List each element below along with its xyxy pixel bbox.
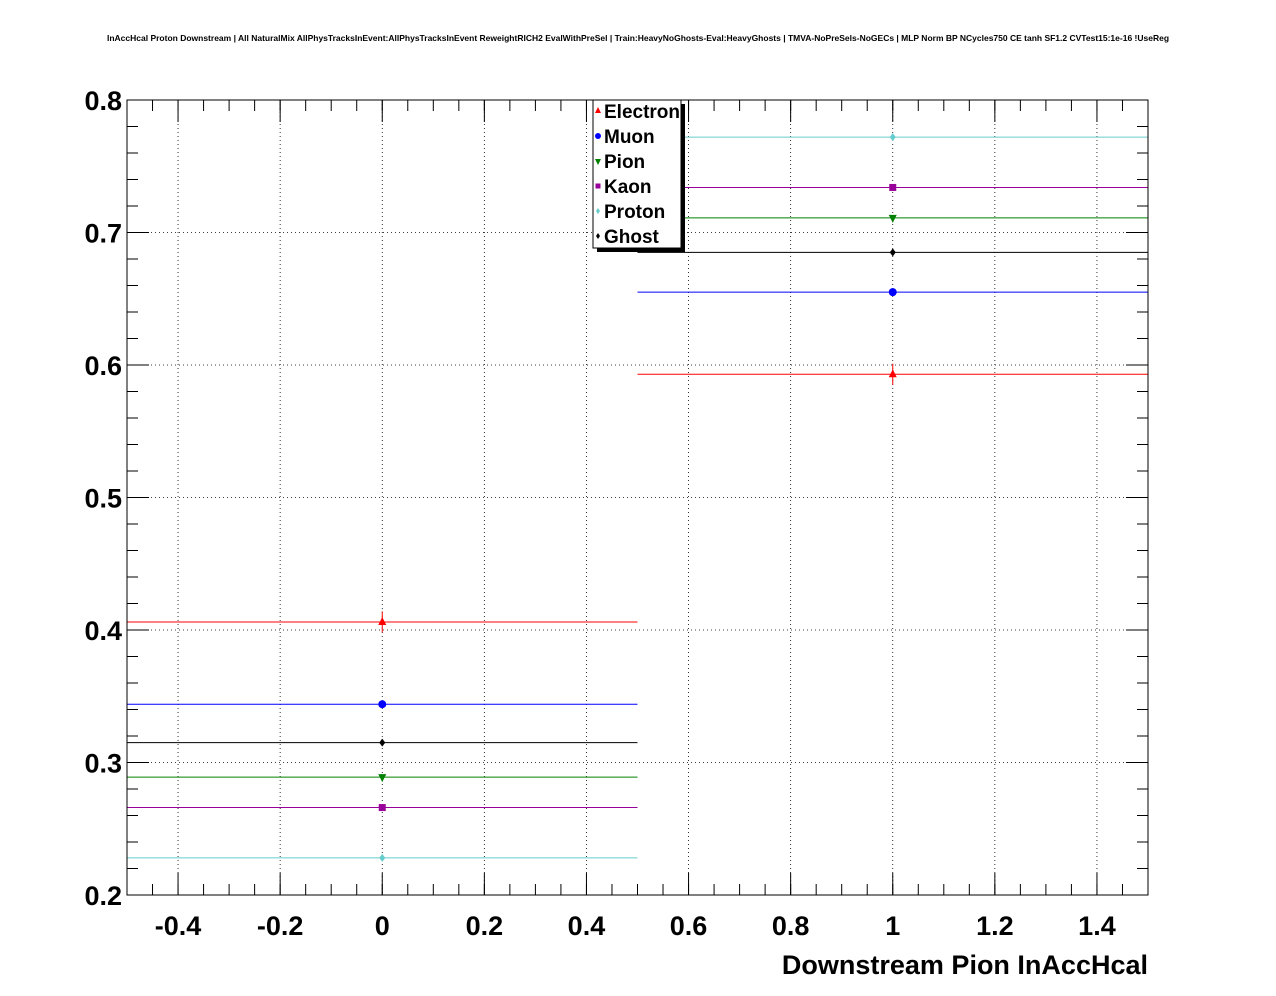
y-tick-label: 0.3 [84, 749, 122, 779]
legend-label: Kaon [604, 177, 652, 198]
data-point [889, 133, 896, 142]
data-point [889, 183, 897, 191]
series-pion [127, 214, 1148, 783]
x-tick-label: -0.2 [257, 911, 304, 941]
legend-marker [596, 233, 600, 239]
data-point [888, 288, 897, 297]
data-point [888, 369, 897, 378]
legend: Electron Muon Pion Kaon Proton Ghost [592, 99, 685, 252]
legend-label: Ghost [604, 227, 660, 248]
y-tick-label: 0.6 [84, 351, 122, 381]
data-point [378, 774, 387, 783]
grid [127, 99, 1148, 896]
series-electron [127, 363, 1148, 633]
series-ghost [127, 248, 1148, 747]
x-tick-label: 0.4 [568, 911, 606, 941]
data-point [379, 738, 386, 747]
x-tick-label: 0.2 [466, 911, 504, 941]
x-axis-title: Downstream Pion InAccHcal [782, 950, 1148, 980]
x-tick-label: 1.4 [1078, 911, 1116, 941]
x-tick-label: 0 [375, 911, 390, 941]
data-point [379, 853, 386, 862]
series-proton [127, 133, 1148, 862]
series-layer [127, 133, 1148, 862]
legend-marker [595, 159, 601, 165]
data-point [888, 214, 897, 223]
legend-label: Pion [604, 152, 645, 173]
chart-title: InAccHcal Proton Downstream | All Natura… [106, 33, 1170, 43]
legend-label: Proton [604, 202, 665, 223]
x-tick-label: 0.8 [772, 911, 810, 941]
x-tick-label: -0.4 [155, 911, 202, 941]
data-point [378, 617, 387, 626]
data-point [889, 248, 896, 257]
legend-marker [595, 107, 601, 113]
series-kaon [127, 183, 1148, 812]
y-tick-label: 0.5 [84, 484, 122, 514]
series-muon [127, 288, 1148, 709]
tick-labels: -0.4 -0.2 0 0.2 0.4 0.6 0.8 1 1.2 1.4 0.2 0.3 0.4 0.5… [84, 86, 1115, 941]
legend-marker [595, 133, 601, 139]
data-point [378, 804, 386, 812]
x-tick-label: 1 [885, 911, 900, 941]
legend-label: Muon [604, 127, 655, 148]
data-point [378, 700, 387, 709]
legend-marker [596, 208, 600, 214]
legend-label: Electron [604, 102, 680, 123]
legend-box [592, 99, 682, 249]
y-tick-label: 0.7 [84, 219, 122, 249]
y-tick-label: 0.4 [84, 616, 122, 646]
y-tick-label: 0.2 [84, 881, 122, 911]
y-tick-label: 0.8 [84, 86, 122, 116]
x-tick-label: 0.6 [670, 911, 708, 941]
legend-marker [595, 183, 601, 189]
x-tick-label: 1.2 [976, 911, 1014, 941]
